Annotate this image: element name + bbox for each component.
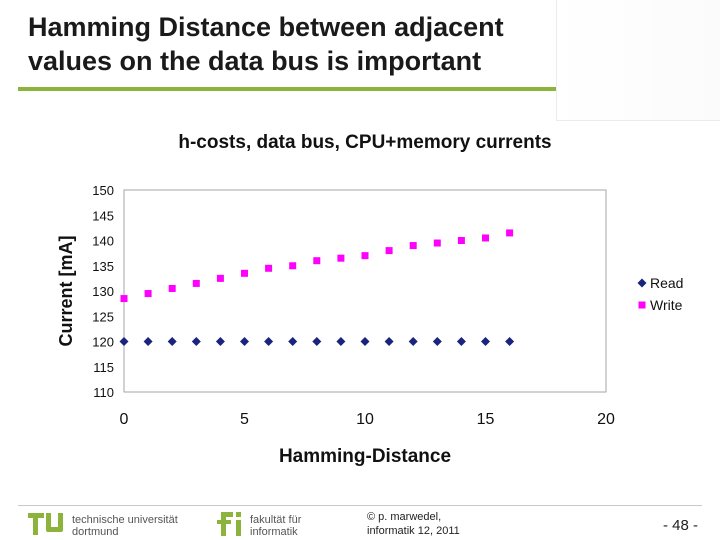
write-point [313, 257, 321, 265]
title-underline [18, 87, 556, 91]
y-tick-label: 150 [92, 183, 114, 198]
write-point [120, 295, 128, 303]
x-axis-ticks: 0 5 10 15 20 [120, 411, 615, 428]
write-point [265, 264, 273, 272]
tu-logo-line-2: dortmund [72, 526, 119, 538]
x-tick-label: 20 [597, 411, 615, 428]
slide-title-line-2: values on the data bus is important [28, 46, 482, 76]
fi-logo-line-2: informatik [250, 526, 298, 538]
page-number: - 48 - [662, 517, 698, 534]
scatter-chart: h-costs, data bus, CPU+memory currents C… [56, 132, 683, 467]
write-point [168, 284, 176, 292]
data-points [119, 229, 515, 346]
write-point [506, 229, 514, 237]
read-point [264, 337, 274, 346]
legend-write-label: Write [650, 297, 683, 313]
write-point [241, 269, 248, 277]
y-tick-label: 145 [92, 208, 114, 223]
tu-logo-line-1: technische universität [72, 514, 178, 526]
read-point [143, 337, 153, 346]
tu-logo-text: technische universität dortmund [72, 514, 178, 538]
footer-rule [18, 505, 702, 506]
y-tick-label: 140 [92, 234, 114, 249]
y-axis-ticks: 110 115 120 125 130 135 140 145 150 [92, 183, 114, 400]
legend-read-label: Read [650, 275, 683, 291]
fi-logo [217, 512, 241, 536]
legend-write-marker [638, 301, 646, 309]
read-point [456, 337, 466, 346]
read-point [288, 337, 298, 346]
write-point [337, 254, 345, 262]
read-point [336, 337, 346, 346]
copyright-notice: © p. marwedel, informatik 12, 2011 [367, 510, 460, 538]
tu-dortmund-logo [28, 513, 63, 535]
copyright-line-1: © p. marwedel, [367, 511, 442, 523]
write-point [192, 279, 200, 287]
slide-title-line-1: Hamming Distance between adjacent [28, 12, 504, 42]
y-tick-label: 135 [92, 259, 114, 274]
read-point [505, 337, 515, 346]
slide-title: Hamming Distance between adjacent values… [28, 10, 548, 78]
write-point [385, 247, 393, 255]
y-axis-title: Current [mA] [56, 236, 76, 347]
write-point [289, 262, 297, 270]
y-tick-label: 125 [92, 309, 114, 324]
write-point [409, 242, 417, 250]
chart-title: h-costs, data bus, CPU+memory currents [178, 132, 551, 153]
y-tick-label: 120 [92, 335, 114, 350]
copyright-line-2: informatik 12, 2011 [367, 525, 460, 537]
read-point [481, 337, 490, 346]
write-point [482, 234, 489, 242]
read-point [191, 337, 201, 346]
write-point [216, 274, 224, 282]
write-point [144, 290, 152, 298]
plot-area [123, 189, 607, 393]
read-point [215, 337, 225, 346]
read-point [240, 337, 249, 346]
y-tick-label: 110 [93, 385, 114, 400]
read-point [312, 337, 322, 346]
x-tick-label: 5 [240, 411, 249, 428]
legend-read-marker [637, 278, 647, 288]
fi-logo-text: fakultät für informatik [250, 514, 301, 538]
x-tick-label: 0 [120, 411, 129, 428]
y-tick-label: 115 [93, 360, 114, 375]
read-point [360, 337, 370, 346]
write-point [361, 252, 369, 260]
x-axis-title: Hamming-Distance [279, 446, 451, 467]
x-tick-label: 10 [356, 411, 374, 428]
read-point [384, 337, 394, 346]
y-tick-label: 130 [92, 284, 114, 299]
read-point [119, 337, 129, 346]
read-point [432, 337, 442, 346]
write-point [433, 239, 441, 247]
read-point [167, 337, 177, 346]
write-point [457, 237, 465, 244]
read-point [408, 337, 418, 346]
x-tick-label: 15 [477, 411, 495, 428]
legend: Read Write [637, 275, 683, 313]
fi-logo-line-1: fakultät für [250, 514, 302, 526]
corner-decoration [556, 0, 720, 121]
